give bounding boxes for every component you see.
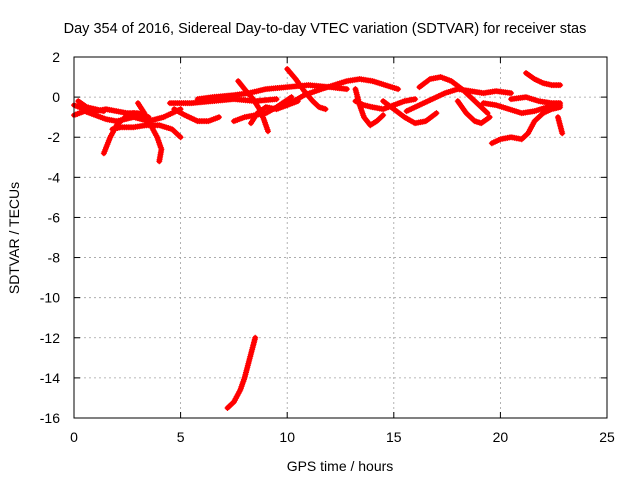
plus-markers (134, 100, 165, 165)
plus-markers (171, 106, 222, 125)
series-arc-25 (554, 114, 566, 137)
y-axis-label: SDTVAR / TECUs (6, 182, 22, 294)
y-tick-label: -12 (40, 330, 60, 346)
plus-markers (100, 110, 137, 157)
x-tick-label: 0 (70, 429, 78, 445)
series-arc-20 (454, 98, 493, 127)
y-tick-label: -14 (40, 370, 60, 386)
plus-markers (454, 98, 493, 127)
plus-markers (508, 94, 564, 107)
plus-markers (235, 78, 272, 135)
plus-markers (480, 100, 564, 117)
series-arc-7 (171, 106, 222, 125)
series-arc-19 (416, 74, 491, 117)
series-arc-26 (224, 334, 259, 411)
x-tick-label: 10 (279, 429, 295, 445)
plus-markers (284, 76, 402, 109)
y-tick-label: 0 (52, 89, 60, 105)
y-tick-label: 2 (52, 49, 60, 65)
data-series-group (71, 66, 566, 411)
y-tick-label: -16 (40, 410, 60, 426)
series-arc-18 (403, 86, 515, 115)
plus-markers (554, 114, 566, 137)
series-arc-12 (235, 78, 272, 135)
chart-title: Day 354 of 2016, Sidereal Day-to-day VTE… (64, 21, 587, 37)
axis-ticks (73, 56, 608, 419)
series-arc-5 (109, 122, 184, 141)
series-arc-16 (352, 96, 419, 113)
y-tick-label: -10 (40, 290, 60, 306)
plus-markers (224, 334, 259, 411)
x-tick-label: 25 (599, 429, 615, 445)
y-tick-label: -6 (48, 209, 61, 225)
x-tick-label: 20 (493, 429, 509, 445)
grid (74, 57, 607, 418)
x-tick-labels: 0 5 10 15 20 25 (70, 429, 615, 445)
series-arc-17 (380, 98, 440, 127)
x-axis-label: GPS time / hours (287, 458, 394, 474)
series-arc-3 (75, 98, 107, 115)
series-arc-4 (100, 110, 137, 157)
series-arc-22 (488, 104, 564, 147)
series-arc-21 (480, 100, 564, 117)
series-arc-24 (508, 94, 564, 107)
series-arc-14 (284, 76, 402, 109)
plus-markers (416, 74, 491, 117)
x-tick-label: 5 (177, 429, 185, 445)
plus-markers (75, 98, 107, 115)
series-arc-6 (134, 100, 165, 165)
y-tick-label: -8 (48, 250, 61, 266)
plot-frame (73, 56, 608, 419)
y-tick-labels: 2 0 -2 -4 -6 -8 -10 -12 -14 -16 (40, 49, 60, 426)
plus-markers (380, 98, 440, 127)
series-arc-23 (522, 70, 564, 89)
y-tick-label: -2 (48, 129, 61, 145)
plus-markers (488, 104, 564, 147)
x-tick-label: 15 (386, 429, 402, 445)
y-tick-label: -4 (48, 169, 61, 185)
plus-markers (522, 70, 564, 89)
